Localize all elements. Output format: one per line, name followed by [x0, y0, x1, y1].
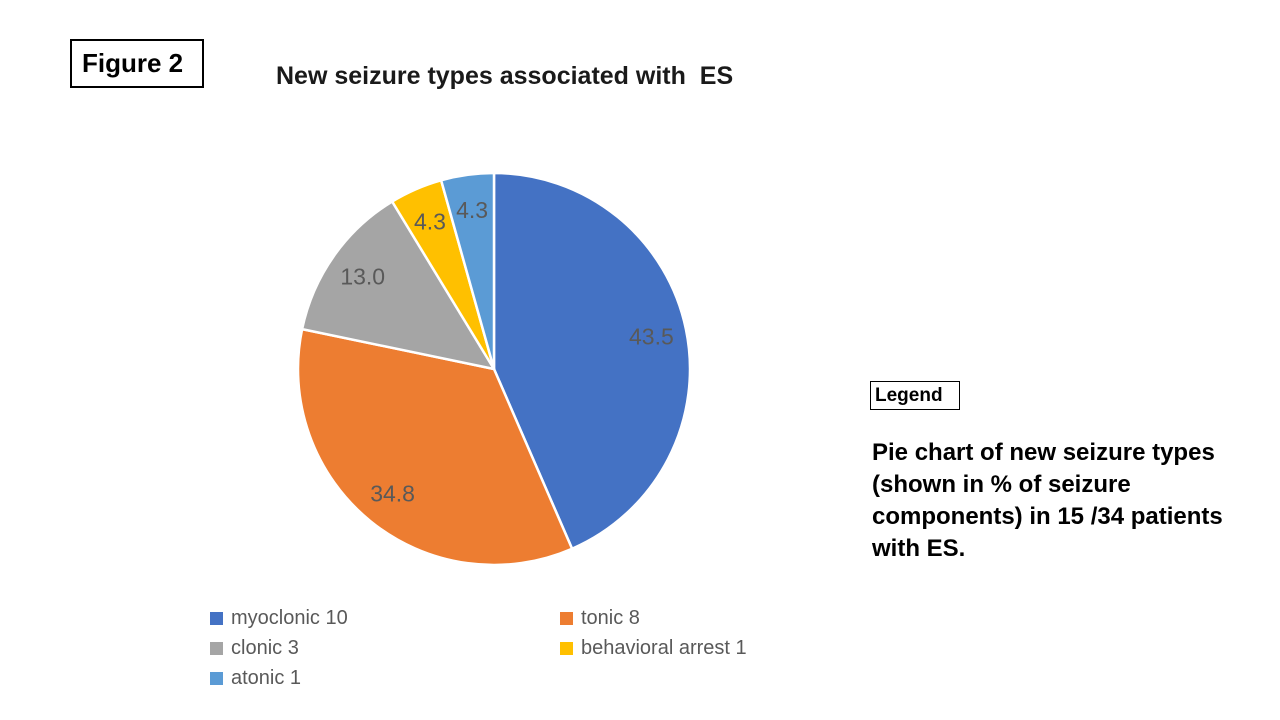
pie-chart: 43.5 34.8 13.0 4.3 4.3 [296, 171, 692, 567]
pie-data-label-behavioral-arrest: 4.3 [414, 209, 446, 235]
pie-data-label-clonic: 13.0 [340, 263, 385, 289]
legend-label: clonic 3 [231, 637, 299, 659]
figure-label-box: Figure 2 [70, 39, 204, 88]
pie-slice-tonic [296, 327, 574, 567]
legend-label: tonic 8 [581, 607, 640, 629]
figure-caption: Pie chart of new seizure types (shown in… [872, 439, 1223, 562]
legend-item-tonic: tonic 8 [560, 607, 910, 630]
chart-legend: myoclonic 10 tonic 8 clonic 3 behavioral ar… [210, 607, 910, 690]
legend-title: Legend [875, 384, 943, 406]
figure-label: Figure 2 [82, 48, 184, 78]
pie-slice-clonic [300, 200, 496, 371]
legend-item-behavioral-arrest: behavioral arrest 1 [560, 637, 910, 660]
legend-swatch-icon [560, 642, 573, 655]
legend-label: atonic 1 [231, 667, 302, 689]
pie-slice-atonic [439, 171, 496, 371]
legend-item-atonic: atonic 1 [210, 667, 560, 690]
legend-swatch-icon [210, 672, 223, 685]
pie-slice-myoclonic [492, 171, 692, 551]
legend-swatch-icon [210, 612, 223, 625]
legend-item-myoclonic: myoclonic 10 [210, 607, 560, 630]
pie-data-label-atonic: 4.3 [456, 197, 488, 223]
pie-data-label-myoclonic: 43.5 [629, 323, 674, 349]
legend-swatch-icon [560, 612, 573, 625]
legend-title-box: Legend [870, 381, 960, 410]
legend-label: behavioral arrest 1 [581, 637, 747, 659]
legend-label: myoclonic 10 [231, 607, 348, 629]
legend-item-clonic: clonic 3 [210, 637, 560, 660]
pie-data-label-tonic: 34.8 [370, 481, 415, 507]
legend-swatch-icon [210, 642, 223, 655]
chart-title: New seizure types associated with ES [276, 62, 734, 90]
